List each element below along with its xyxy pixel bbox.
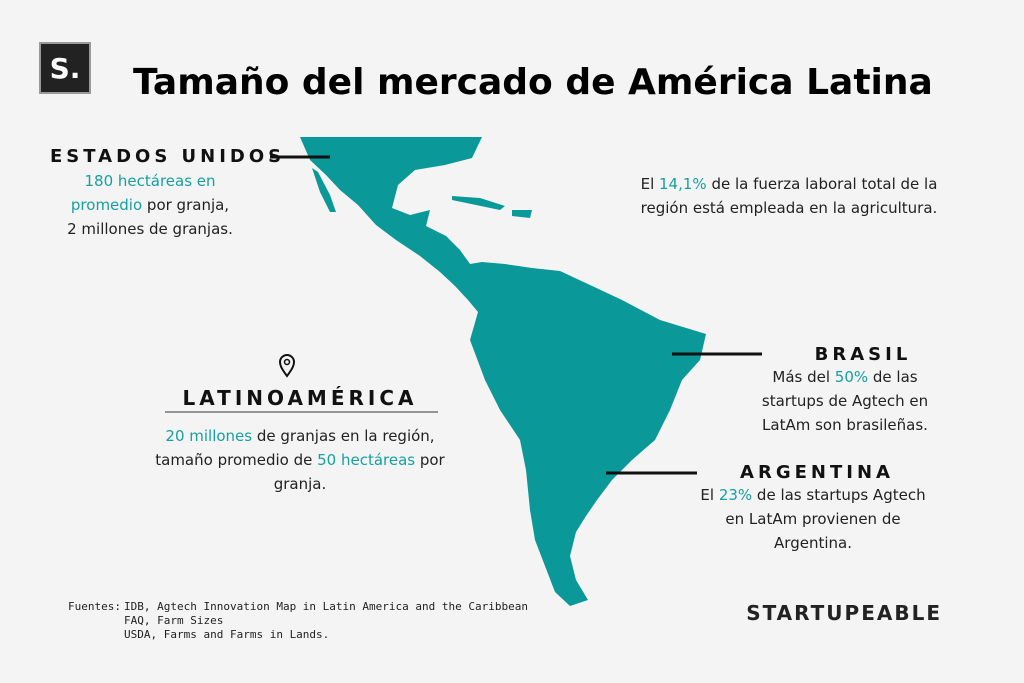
argentina-heading: ARGENTINA [740,462,894,483]
text: por granja, [142,196,230,214]
argentina-text: El 23% de las startups Agtech en LatAm p… [688,483,938,555]
text: El [640,175,660,193]
usa-block: ESTADOS UNIDOS 180 hectáreas en promedio… [50,146,312,241]
source-item: USDA, Farms and Farms in Lands. [124,628,330,641]
highlight: 180 hectáreas en [84,172,216,190]
brasil-block: BRASIL Más del 50% de las startups de Ag… [735,344,955,437]
text: región está empleada en la agricultura. [640,199,938,217]
connectors [270,155,762,475]
logo: S. [39,42,91,94]
text: granja. [273,475,327,493]
brand: STARTUPEABLE [746,601,942,625]
title: Tamaño del mercado de América Latina [133,62,933,103]
highlight: promedio [70,196,143,214]
usa-heading: ESTADOS UNIDOS [50,146,286,167]
text: 2 millones de granjas. [67,220,233,238]
pin-icon [278,354,296,378]
sources: Fuentes: IDB, Agtech Innovation Map in L… [68,600,528,641]
text: LatAm son brasileñas. [762,416,928,434]
map [300,137,706,606]
text: de las startups Agtech [752,486,926,504]
text: El [700,486,719,504]
brasil-text: Más del 50% de las startups de Agtech en… [735,365,955,437]
argentina-block: ARGENTINA El 23% de las startups Agtech … [688,462,938,555]
hispaniola [512,210,532,218]
text: en LatAm provienen de [725,510,901,528]
highlight: 50% [834,368,869,386]
usa-text: 180 hectáreas en promedio por granja, 2 … [50,169,250,241]
sources-list: IDB, Agtech Innovation Map in Latin Amer… [124,600,528,642]
cuba [452,196,505,210]
highlight: 23% [718,486,753,504]
brasil-heading: BRASIL [814,344,912,365]
baja-peninsula [312,168,336,212]
text: tamaño promedio de [155,451,318,469]
highlight: 50 hectáreas [317,451,416,469]
stat-text: El 14,1% de la fuerza laboral total de l… [610,172,968,220]
text: por [415,451,445,469]
latam-heading: LATINOAMÉRICA [182,386,418,410]
text: Más del [772,368,835,386]
highlight: 20 millones [165,427,253,445]
latam-text: 20 millones de granjas en la región, tam… [120,424,480,496]
americas-shape [300,137,706,606]
text: de la fuerza laboral total de la [706,175,938,193]
source-item: IDB, Agtech Innovation Map in Latin Amer… [124,600,528,613]
text: startups de Agtech en [761,392,929,410]
text: de las [868,368,918,386]
highlight: 14,1% [659,175,707,193]
source-item: FAQ, Farm Sizes [124,614,224,627]
text: Argentina. [774,534,852,552]
text: de granjas en la región, [252,427,435,445]
sources-label: Fuentes: [68,600,121,613]
latam-block: LATINOAMÉRICA 20 millones de granjas en … [120,386,480,496]
